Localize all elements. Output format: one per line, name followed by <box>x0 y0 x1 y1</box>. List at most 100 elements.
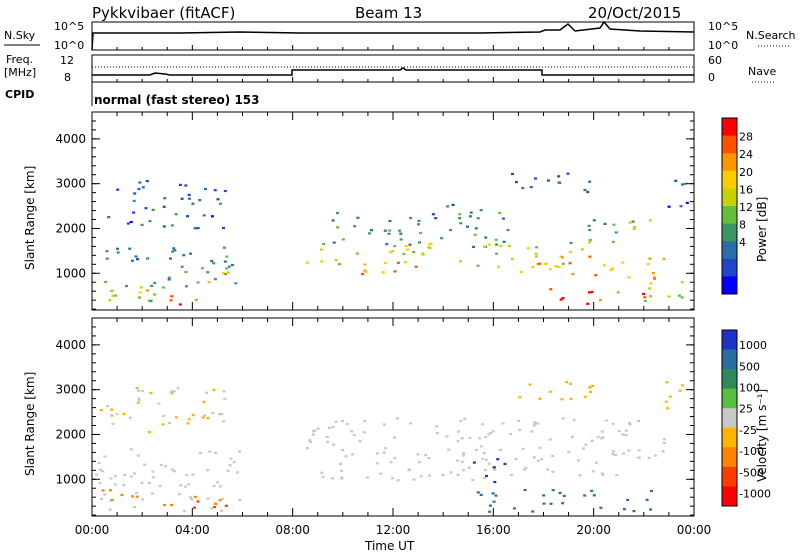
power-cell <box>514 181 518 184</box>
power-cell <box>319 248 323 251</box>
power-cell <box>510 257 514 260</box>
velocity-cell <box>340 477 344 480</box>
velocity-cell <box>494 494 498 497</box>
velocity-cell <box>536 459 540 462</box>
power-cell <box>451 203 455 206</box>
velocity-cell <box>316 427 320 430</box>
velocity-cell <box>220 509 224 512</box>
velocity-cell <box>428 474 431 477</box>
power-cell <box>667 205 671 208</box>
power-cell <box>419 231 422 235</box>
velocity-cell <box>588 386 592 389</box>
velocity-cell <box>158 485 162 488</box>
velocity-cell <box>236 471 239 474</box>
power-cell <box>402 252 406 256</box>
power-cell <box>594 274 598 277</box>
power-cell <box>495 243 499 246</box>
power-cell <box>631 220 635 223</box>
power-cell <box>189 252 192 255</box>
power-cell <box>193 227 197 230</box>
power-cell <box>174 213 178 216</box>
nsearch-tick-bottom: 10^0 <box>708 39 738 52</box>
velocity-cell <box>548 438 552 441</box>
power-cell <box>167 276 171 279</box>
velocity-cell <box>419 475 423 478</box>
power-cell <box>417 223 420 226</box>
power-cell <box>649 295 653 298</box>
power-cell <box>569 241 573 245</box>
velocity-cell <box>389 461 393 464</box>
power-cell <box>140 223 144 226</box>
power-cell <box>418 241 421 244</box>
power-blob-2 <box>169 295 198 306</box>
power-cell <box>609 268 613 272</box>
power-cell <box>108 299 112 302</box>
velocity-cell <box>229 457 233 460</box>
velocity-colorbar-segment <box>722 369 737 390</box>
power-cell <box>218 202 222 205</box>
velocity-cell <box>647 456 651 460</box>
velocity-cell <box>560 398 564 401</box>
velocity-cell <box>521 447 525 450</box>
velocity-cell <box>627 449 631 452</box>
velocity-cell <box>133 472 136 475</box>
power-cell <box>440 237 444 240</box>
velocity-cell <box>551 470 555 473</box>
velocity-cell <box>558 491 562 495</box>
freq-tick-bottom: 8 <box>64 71 71 84</box>
power-cell <box>446 205 449 208</box>
power-cell <box>603 222 607 225</box>
velocity-cell <box>412 478 416 481</box>
velocity-cell <box>222 420 226 423</box>
power-cell <box>561 262 565 265</box>
power-cell <box>526 247 530 250</box>
power-cell <box>107 216 111 219</box>
velocity-cell <box>514 458 518 461</box>
power-cell <box>466 225 469 228</box>
power-blob-15 <box>569 219 652 245</box>
velocity-cell <box>637 419 640 422</box>
power-cell <box>341 238 345 241</box>
power-cell <box>543 262 547 265</box>
velocity-cell <box>565 381 569 384</box>
power-cell <box>534 252 538 255</box>
velocity-cell <box>496 458 500 461</box>
power-cell <box>408 243 412 246</box>
power-cell <box>146 257 149 260</box>
power-cell <box>355 252 359 255</box>
velocity-cell <box>210 507 214 510</box>
velocity-cell <box>176 387 180 390</box>
velocity-cell <box>542 502 546 505</box>
power-ytick-label: 2000 <box>55 221 86 235</box>
power-cell <box>353 225 357 228</box>
velocity-ylabel: Slant Range [km] <box>23 372 37 476</box>
power-cell <box>391 250 395 253</box>
velocity-cell <box>129 475 133 478</box>
power-cell <box>184 184 188 187</box>
velocity-colorbar-label: Velocity [m s⁻¹] <box>755 389 769 482</box>
power-cell <box>473 233 477 236</box>
velocity-cell <box>600 472 604 475</box>
velocity-cell <box>474 449 478 452</box>
velocity-cell <box>396 417 399 420</box>
power-cell <box>225 267 229 270</box>
power-blob-3 <box>167 246 238 288</box>
velocity-cell <box>365 476 369 479</box>
power-cell <box>110 289 114 292</box>
velocity-cell <box>99 408 103 411</box>
velocity-cell <box>582 447 585 450</box>
velocity-cell <box>340 469 344 472</box>
nsky-trace <box>91 20 695 51</box>
power-cell <box>381 271 385 274</box>
velocity-cell <box>220 412 224 416</box>
velocity-cell <box>232 461 236 464</box>
velocity-cell <box>562 494 566 497</box>
power-cell <box>136 258 139 261</box>
power-cell <box>223 260 227 263</box>
velocity-colorbar: 1000 500 100 25 -25 -100 -500 -1000 <box>721 329 771 507</box>
velocity-cell <box>393 457 397 460</box>
velocity-cell <box>637 449 641 452</box>
velocity-cell <box>228 464 232 467</box>
velocity-cell <box>476 491 480 494</box>
velocity-cell <box>110 414 114 417</box>
